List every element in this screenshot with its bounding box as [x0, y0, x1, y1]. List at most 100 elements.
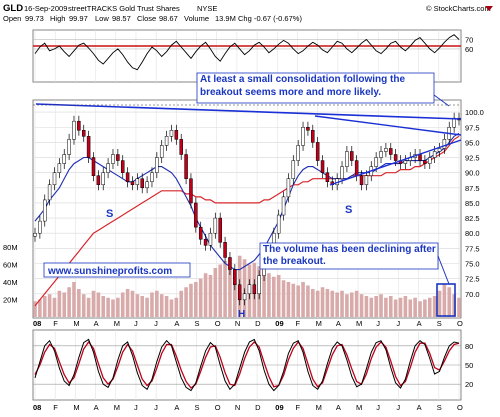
volume-bar	[408, 299, 413, 317]
price-candle	[320, 160, 325, 173]
price-x-tick-label: J	[134, 319, 138, 328]
price-candle	[169, 130, 174, 137]
price-x-tick-label: O	[457, 319, 463, 328]
volume-bar	[213, 268, 218, 317]
volume-bar	[169, 299, 174, 317]
price-x-tick-label: D	[255, 319, 261, 328]
price-tick-label: 97.5	[465, 123, 480, 132]
price-x-tick-label: O	[215, 319, 221, 328]
volume-bar	[393, 299, 398, 317]
price-candle	[194, 202, 198, 228]
stochastic-fast-line	[34, 338, 460, 392]
stochastic-x-tick-label: A	[174, 403, 179, 412]
volume-bar	[457, 297, 461, 317]
price-candle	[242, 293, 247, 301]
volume-bar	[174, 297, 179, 317]
volume-bar	[52, 297, 57, 317]
volume-bar	[38, 299, 42, 317]
price-x-tick-label: N	[235, 319, 240, 328]
price-candle	[296, 145, 300, 161]
price-candle	[223, 242, 227, 258]
price-candle	[228, 257, 232, 270]
price-candle	[38, 220, 42, 234]
price-candle	[325, 172, 330, 183]
price-candle	[77, 120, 81, 131]
volume-bar	[301, 282, 305, 317]
volume-note: The volume has been declining after the …	[263, 244, 436, 267]
trend-line-lower	[329, 139, 462, 186]
price-candle	[91, 157, 96, 176]
consolidation-note-box	[196, 72, 435, 104]
price-candle	[306, 127, 310, 131]
price-candle	[81, 130, 86, 137]
price-candle	[135, 178, 140, 186]
price-candle	[301, 127, 305, 146]
price-candle	[257, 275, 261, 295]
price-candle	[208, 232, 213, 246]
price-candle	[286, 178, 291, 198]
stochastic-x-tick-label: F	[53, 403, 58, 412]
price-candle	[57, 163, 62, 173]
stochastic-x-tick-label: A	[336, 403, 341, 412]
price-candle	[96, 175, 101, 186]
price-candle	[350, 151, 354, 161]
volume-highlight-box	[436, 283, 456, 317]
left-shoulder-label: S	[106, 208, 113, 220]
volume-bar	[418, 301, 422, 317]
volume-bar	[379, 294, 383, 317]
price-x-tick-label: M	[316, 319, 322, 328]
price-x-tick-label: J	[154, 319, 158, 328]
price-candle	[403, 160, 408, 164]
rsi-tick-label: 70	[465, 35, 473, 44]
price-candle	[442, 139, 447, 149]
rsi-tick-label: 60	[465, 45, 473, 54]
price-candle	[106, 163, 110, 173]
stochastic-x-tick-label: J	[134, 403, 138, 412]
dropdown-triangle-icon	[485, 6, 493, 11]
price-candle	[276, 214, 281, 234]
price-x-tick-label: A	[417, 319, 422, 328]
volume-bar	[359, 294, 364, 317]
price-tick-label: 80.0	[465, 229, 480, 238]
price-candle	[315, 142, 320, 161]
volume-bar	[228, 266, 232, 317]
volume-bar	[150, 292, 154, 317]
price-candle	[389, 148, 393, 155]
volume-bar	[427, 297, 432, 317]
price-candle	[364, 175, 369, 186]
volume-bar	[208, 275, 213, 317]
stochastic-x-tick-label: M	[73, 403, 79, 412]
stochastic-slow-line	[34, 340, 460, 389]
volume-bar	[42, 296, 47, 317]
header-volume-value: 13.9M	[215, 14, 236, 23]
stochastic-tick-label: 50	[465, 361, 473, 370]
price-candle	[174, 130, 179, 140]
price-candle	[218, 217, 222, 243]
price-x-tick-label: 08	[33, 319, 41, 328]
volume-bar	[140, 296, 145, 317]
price-candle	[340, 166, 344, 179]
trend-line-middle	[314, 115, 462, 136]
price-x-tick-labels: 08 F M A M J J A S O N D 09 F M A M J J A S O	[33, 319, 463, 328]
volume-bar	[374, 296, 378, 317]
price-tick-label: 75.0	[465, 260, 480, 269]
stochastic-x-tick-label: S	[437, 403, 442, 412]
volume-bar	[233, 271, 237, 317]
price-x-tick-label: A	[336, 319, 341, 328]
right-shoulder-label: S	[345, 204, 352, 216]
price-x-tick-label: M	[73, 319, 79, 328]
volume-bar	[345, 294, 349, 317]
volume-bar	[135, 294, 140, 317]
price-tick-label: 72.5	[465, 275, 480, 284]
volume-bar	[276, 275, 281, 317]
volume-bar	[203, 273, 208, 317]
price-candle	[428, 157, 432, 164]
price-candle	[252, 284, 257, 295]
volume-bar	[432, 296, 437, 317]
volume-bar	[33, 301, 37, 317]
volume-tick-label: 20M	[3, 296, 18, 305]
volume-bar	[403, 296, 408, 317]
watermark: © StockCharts.com	[426, 4, 491, 13]
head-label: H	[238, 309, 245, 320]
price-candle	[423, 160, 427, 164]
